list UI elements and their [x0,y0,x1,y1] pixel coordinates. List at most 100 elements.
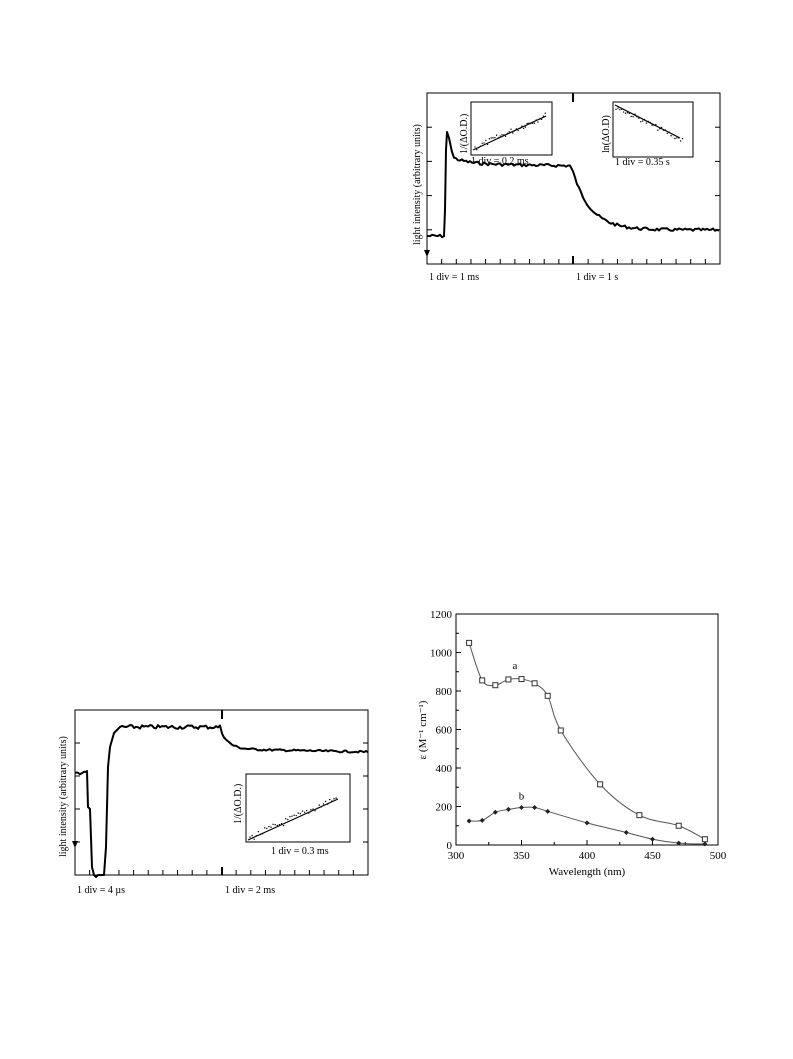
inset-point [329,798,331,801]
inset-point [533,122,536,124]
inset-point [657,129,659,131]
y-tick-label: 400 [436,763,453,775]
inset-point [510,128,512,130]
inset-point [285,818,287,820]
inset-point [291,815,293,817]
top-ylabel: light intensity (arbitrary units) [412,124,423,245]
inset-point [474,146,476,148]
top-xseg-label-2: 1 div = 1 s [576,272,618,283]
series-b-point [584,820,590,826]
inset-point [272,823,274,825]
inset-point [264,827,266,829]
inset-point [299,812,302,815]
inset-point [655,123,657,126]
inset-point [679,140,682,142]
inset-point [253,838,255,840]
bottom-baseline-arrow [72,841,78,848]
inset-point [624,112,627,114]
bottom-xseg-label-1: 1 div = 4 µs [77,885,125,896]
inset-point [289,816,291,818]
bottom-xseg-label-2: 1 div = 2 ms [225,885,275,896]
series-a-point [557,727,564,734]
inset-point [303,811,306,813]
inset-point [670,135,672,137]
inset-point [490,137,492,139]
x-tick-label: 500 [710,850,727,862]
top-baseline-arrow [424,250,430,257]
top-inset-2: ln(ΔO.D) 1 div = 0.35 s [601,101,694,168]
inset-point [282,824,285,827]
inset-point [324,800,327,803]
series-a-point [505,676,512,683]
x-tick-label: 450 [644,850,661,862]
top-inset-2-fit-line [614,104,681,139]
series-b-point [623,829,629,835]
series-b-point [479,817,485,823]
inset-point [494,137,496,139]
series-a-point [518,676,525,683]
inset-point [274,824,276,826]
bottom-trace-line [74,724,369,878]
inset-point [522,127,525,130]
series-b-point [492,809,498,815]
inset-point [301,810,304,812]
series-a-point [466,639,473,646]
inset-point [641,120,644,122]
series-a-label: a [513,660,518,672]
spectrum-series: ab [466,639,708,847]
series-b-label: b [519,790,525,802]
series-a-point [675,822,682,829]
top-inset-2-frame [612,101,694,158]
inset-point [651,124,653,126]
inset-point [676,137,678,139]
inset-point [251,834,253,837]
bottom-inset-1-ylabel: 1/(ΔO.D.) [233,784,244,824]
y-tick-label: 800 [436,686,453,698]
inset-point [486,143,489,146]
top-inset-1-ylabel: 1/(ΔO.D.) [459,114,470,154]
series-a-point [544,692,551,699]
inset-point [310,809,312,811]
top-inset-2-xlabel: 1 div = 0.35 s [615,157,670,168]
top-inset-1: 1/(ΔO.D.) 1 div = 0.2 ms [459,101,553,167]
series-b-point [519,804,524,810]
bottom-inset-1-frame [245,773,351,843]
inset-point [266,827,268,830]
inset-point [499,135,501,137]
inset-point [666,132,668,135]
inset-point [335,797,337,799]
bottom-trace-chart: light intensity (arbitrary units) 1 div … [58,709,369,896]
x-tick-label: 400 [579,850,596,862]
bottom-inset-1: 1/(ΔO.D.) 1 div = 0.3 ms [233,773,351,857]
y-tick-label: 1000 [430,648,453,660]
inset-point [524,126,527,128]
bottom-ylabel: light intensity (arbitrary units) [58,736,69,857]
inset-point [517,129,519,132]
series-b-point [702,841,708,847]
inset-point [333,798,335,800]
inset-point [681,137,684,140]
inset-point [287,818,289,821]
top-inset-1-fit-line [472,115,547,151]
inset-point [630,115,632,118]
series-a-point [597,781,604,788]
inset-point [268,825,270,828]
inset-point [640,121,642,123]
inset-point [615,108,617,111]
inset-point [306,809,308,812]
top-inset-1-xlabel: 1 div = 0.2 ms [471,156,529,167]
inset-point [632,115,634,118]
inset-point [617,107,619,109]
y-tick-label: 0 [447,840,453,852]
series-a-point [479,677,486,684]
inset-point [540,118,543,121]
inset-point [512,132,514,134]
series-a-point [701,836,708,843]
inset-point [270,826,272,828]
inset-point [312,808,314,810]
inset-point [293,814,295,816]
series-b-point [545,808,551,814]
series-b-line [469,806,705,845]
inset-point [504,135,507,138]
